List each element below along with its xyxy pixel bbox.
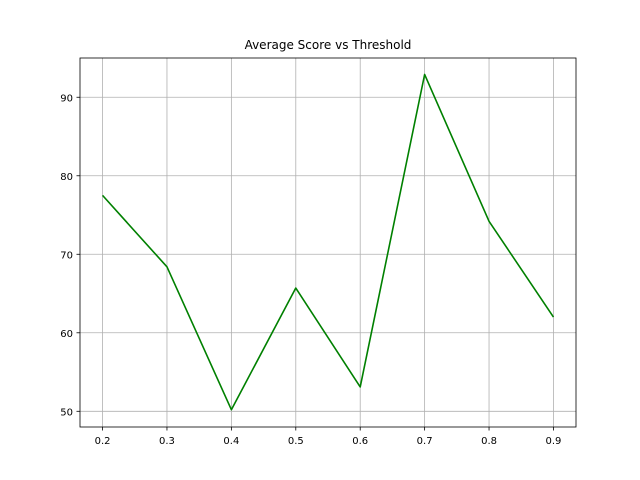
chart-title: Average Score vs Threshold [245, 38, 412, 52]
plot-frame [79, 57, 577, 428]
x-tick-label: 0.5 [288, 436, 304, 447]
x-tick-label: 0.3 [159, 436, 175, 447]
series-lines [101, 73, 555, 411]
y-tick-label: 70 [60, 250, 73, 261]
x-tick-label: 0.9 [546, 436, 562, 447]
x-tick-label: 0.6 [352, 436, 368, 447]
y-tick-label: 60 [60, 329, 73, 340]
tick-labels: 0.2 0.3 0.4 0.5 0.6 0.7 0.8 0.9 50 60 70 80 90 [60, 93, 561, 447]
y-tick-label: 90 [60, 93, 73, 104]
x-tick-label: 0.7 [417, 436, 433, 447]
x-tick-label: 0.4 [223, 436, 239, 447]
y-tick-label: 50 [60, 407, 73, 418]
tick-marks [76, 96, 554, 431]
x-tick-label: 0.8 [481, 436, 497, 447]
y-tick-label: 80 [60, 172, 73, 183]
grid-lines [80, 58, 576, 427]
axes [79, 57, 577, 428]
series-line [101, 73, 555, 411]
x-tick-label: 0.2 [95, 436, 111, 447]
